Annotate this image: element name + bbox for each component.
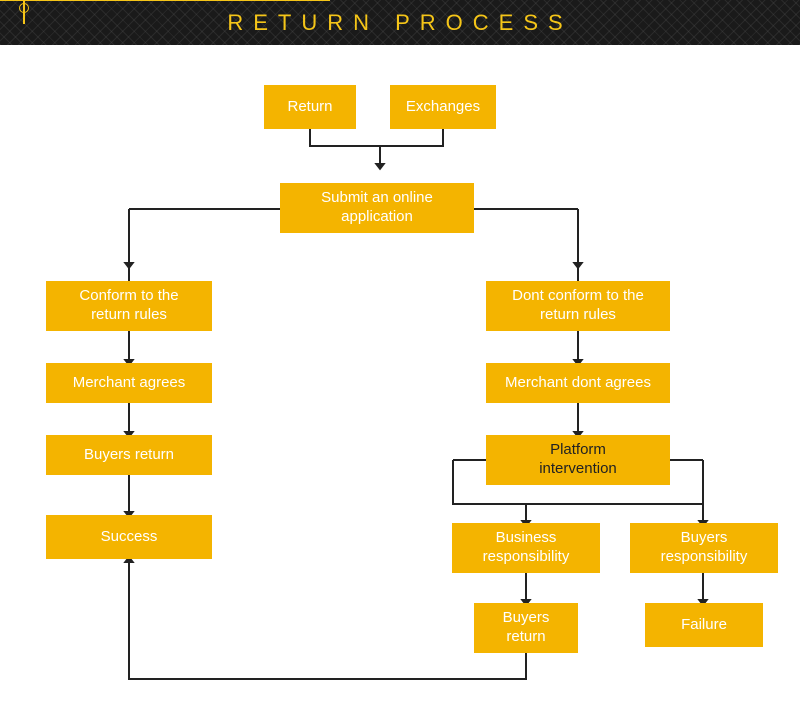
node-success: Success bbox=[46, 515, 212, 559]
flowchart-canvas: Return Exchanges Submit an onlineapplicati… bbox=[0, 45, 800, 709]
header-banner: RETURN PROCESS bbox=[0, 0, 800, 45]
node-merchant_dont: Merchant dont agrees bbox=[486, 363, 670, 403]
node-failure: Failure bbox=[645, 603, 763, 647]
node-conform: Conform to thereturn rules bbox=[46, 281, 212, 331]
node-submit: Submit an onlineapplication bbox=[280, 183, 474, 233]
node-buyers_resp: Buyersresponsibility bbox=[630, 523, 778, 573]
node-buyers_return_r: Buyersreturn bbox=[474, 603, 578, 653]
node-platform: Platformintervention bbox=[486, 435, 670, 485]
node-buyers_return_l: Buyers return bbox=[46, 435, 212, 475]
node-merchant_agrees: Merchant agrees bbox=[46, 363, 212, 403]
header-accent-line bbox=[0, 0, 330, 1]
header-cross-icon bbox=[16, 0, 32, 24]
node-business_resp: Businessresponsibility bbox=[452, 523, 600, 573]
node-dont_conform: Dont conform to thereturn rules bbox=[486, 281, 670, 331]
node-exchanges: Exchanges bbox=[390, 85, 496, 129]
node-return: Return bbox=[264, 85, 356, 129]
header-title: RETURN PROCESS bbox=[227, 10, 572, 36]
